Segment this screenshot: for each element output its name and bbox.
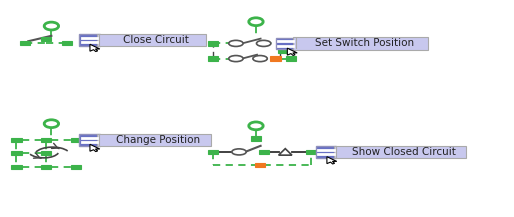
Circle shape (253, 56, 267, 62)
Bar (20, 41, 30, 45)
Bar (278, 49, 288, 53)
Text: Change Position: Change Position (116, 135, 200, 145)
Ellipse shape (44, 120, 59, 128)
FancyBboxPatch shape (334, 146, 466, 158)
Text: Show Closed Circuit: Show Closed Circuit (352, 147, 456, 157)
Bar (208, 41, 218, 46)
Bar (259, 150, 269, 154)
Bar (71, 138, 81, 142)
Bar (11, 138, 22, 142)
Polygon shape (279, 149, 292, 155)
FancyBboxPatch shape (97, 134, 211, 146)
Ellipse shape (249, 18, 263, 26)
Ellipse shape (44, 22, 59, 30)
Polygon shape (90, 44, 100, 52)
Bar (41, 165, 51, 169)
Bar (41, 37, 51, 41)
Polygon shape (90, 144, 100, 152)
Circle shape (229, 56, 243, 62)
Bar (11, 151, 22, 155)
Polygon shape (287, 48, 297, 56)
Bar (208, 150, 218, 154)
Bar (41, 151, 51, 155)
Bar (11, 165, 22, 169)
FancyBboxPatch shape (79, 134, 100, 146)
Ellipse shape (249, 122, 263, 130)
Bar (255, 163, 265, 167)
Bar (306, 150, 317, 154)
Polygon shape (327, 157, 337, 164)
FancyBboxPatch shape (316, 146, 336, 158)
Bar (62, 41, 72, 45)
FancyBboxPatch shape (293, 37, 428, 50)
Bar (270, 56, 281, 61)
FancyBboxPatch shape (79, 34, 100, 46)
Circle shape (232, 149, 246, 155)
FancyBboxPatch shape (97, 34, 206, 46)
Text: Close Circuit: Close Circuit (123, 35, 189, 45)
Text: Set Switch Position: Set Switch Position (316, 38, 414, 48)
Bar (71, 165, 81, 169)
Bar (208, 56, 218, 61)
Bar (251, 136, 261, 141)
Circle shape (256, 40, 271, 46)
FancyBboxPatch shape (276, 38, 296, 49)
Circle shape (229, 40, 243, 46)
Bar (278, 41, 288, 46)
Bar (41, 138, 51, 142)
Bar (286, 56, 296, 61)
